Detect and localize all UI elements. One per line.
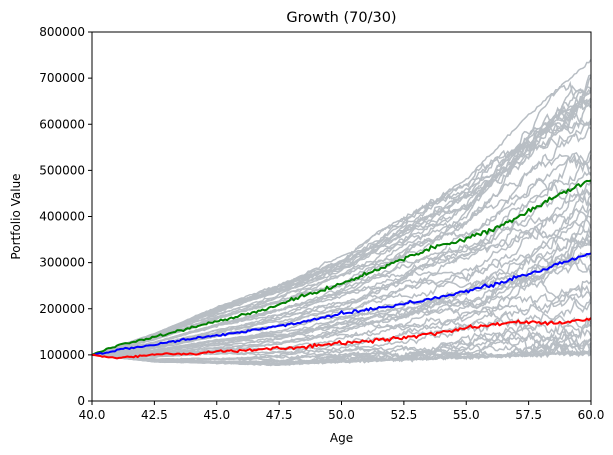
simulation-path: [91, 214, 592, 356]
y-tick-label: 100000: [39, 348, 85, 362]
y-tick-label: 0: [77, 394, 85, 408]
y-tick-label: 500000: [39, 163, 85, 177]
simulation-path: [91, 324, 592, 363]
y-tick-label: 800000: [39, 25, 85, 39]
simulation-path: [91, 151, 592, 356]
simulation-path: [91, 181, 592, 356]
highlighted-series: [91, 179, 592, 360]
lower-series-line: [92, 317, 592, 360]
upper-series-line: [91, 179, 592, 356]
x-tick-label: 52.5: [391, 408, 418, 422]
median-series-line: [91, 252, 592, 357]
simulation-path: [91, 98, 592, 356]
simulation-path: [91, 200, 592, 356]
x-tick-label: 47.5: [266, 408, 293, 422]
y-tick-label: 400000: [39, 210, 85, 224]
y-tick-label: 700000: [39, 71, 85, 85]
y-tick-label: 300000: [39, 256, 85, 270]
x-tick-label: 60.0: [578, 408, 605, 422]
x-tick-label: 45.0: [203, 408, 230, 422]
simulation-path: [91, 121, 592, 356]
y-axis: 0 100000 200000 300000 400000 500000 600000 700…: [39, 25, 92, 408]
y-tick-label: 600000: [39, 117, 85, 131]
simulation-path: [91, 86, 592, 356]
y-tick-label: 200000: [39, 302, 85, 316]
x-tick-label: 55.0: [453, 408, 480, 422]
simulation-paths: [91, 59, 592, 367]
x-tick-label: 50.0: [328, 408, 355, 422]
simulation-path: [91, 325, 592, 366]
x-axis-label: Age: [330, 431, 353, 445]
y-axis-label: Portfolio Value: [9, 173, 23, 259]
simulation-path: [91, 284, 592, 356]
x-tick-label: 40.0: [79, 408, 106, 422]
x-tick-label: 42.5: [141, 408, 168, 422]
x-axis: 40.0 42.5 45.0 47.5 50.0 52.5 55.0 57.5 60.0: [79, 401, 605, 422]
chart-title: Growth (70/30): [286, 10, 396, 26]
x-tick-label: 57.5: [515, 408, 542, 422]
simulation-path: [91, 153, 592, 356]
simulation-path: [91, 74, 592, 356]
